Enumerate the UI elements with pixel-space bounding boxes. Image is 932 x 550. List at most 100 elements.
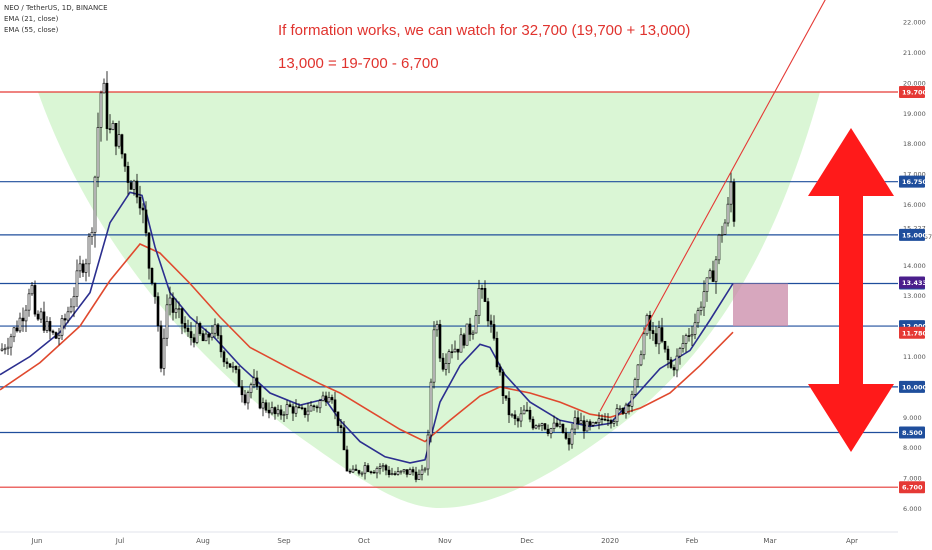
candle-body[interactable] <box>249 384 253 393</box>
candle-body[interactable] <box>246 392 250 404</box>
candle-body[interactable] <box>627 404 631 407</box>
candle-body[interactable] <box>216 324 220 336</box>
candle-body[interactable] <box>228 363 232 368</box>
price-tag[interactable] <box>899 228 925 241</box>
candle-body[interactable] <box>417 474 421 480</box>
candle-body[interactable] <box>183 323 187 329</box>
candle-body[interactable] <box>399 470 403 473</box>
candle-body[interactable] <box>66 311 70 321</box>
candle-body[interactable] <box>108 128 112 130</box>
candle-body[interactable] <box>612 421 616 424</box>
candle-body[interactable] <box>606 419 610 422</box>
candle-body[interactable] <box>78 263 82 272</box>
candle-body[interactable] <box>234 365 238 370</box>
candle-body[interactable] <box>546 428 550 434</box>
candle-body[interactable] <box>333 399 337 413</box>
candle-body[interactable] <box>27 293 31 311</box>
trendline-group[interactable] <box>599 0 828 412</box>
candle-body[interactable] <box>285 404 289 415</box>
candle-body[interactable] <box>381 465 385 468</box>
candle-body[interactable] <box>633 379 637 395</box>
candle-body[interactable] <box>276 409 280 415</box>
candle-body[interactable] <box>159 325 163 369</box>
candle-body[interactable] <box>264 402 268 411</box>
candle-body[interactable] <box>12 327 16 338</box>
candle-body[interactable] <box>255 377 259 387</box>
candle-body[interactable] <box>360 472 364 475</box>
candle-body[interactable] <box>609 420 613 424</box>
candle-body[interactable] <box>615 408 619 423</box>
candlesticks[interactable] <box>0 71 736 483</box>
ema-slow-line[interactable] <box>0 243 734 443</box>
candle-body[interactable] <box>168 297 172 306</box>
target-zone[interactable] <box>733 283 788 327</box>
candle-body[interactable] <box>153 282 157 297</box>
candle-body[interactable] <box>624 404 628 414</box>
price-tag[interactable] <box>899 481 925 494</box>
candle-body[interactable] <box>204 333 208 342</box>
candle-body[interactable] <box>135 180 139 198</box>
candle-body[interactable] <box>282 414 286 416</box>
candle-body[interactable] <box>219 335 223 353</box>
candle-body[interactable] <box>189 331 193 339</box>
candle-body[interactable] <box>540 423 544 426</box>
candle-body[interactable] <box>345 449 349 472</box>
candle-body[interactable] <box>543 423 547 430</box>
candle-body[interactable] <box>390 473 394 475</box>
candle-body[interactable] <box>30 285 34 295</box>
candle-body[interactable] <box>576 417 580 424</box>
candle-body[interactable] <box>243 394 247 404</box>
candle-body[interactable] <box>714 259 718 282</box>
candle-body[interactable] <box>348 470 352 473</box>
candle-body[interactable] <box>516 418 520 422</box>
candle-body[interactable] <box>51 330 55 333</box>
candle-body[interactable] <box>429 381 433 436</box>
candle-body[interactable] <box>117 134 121 147</box>
candle-body[interactable] <box>630 394 634 407</box>
candle-body[interactable] <box>603 418 607 421</box>
candle-body[interactable] <box>126 165 130 183</box>
candle-body[interactable] <box>3 348 7 351</box>
candle-body[interactable] <box>57 334 61 339</box>
candle-body[interactable] <box>639 354 643 366</box>
candle-body[interactable] <box>354 468 358 471</box>
candle-body[interactable] <box>678 347 682 357</box>
candle-body[interactable] <box>207 333 211 338</box>
candle-body[interactable] <box>525 409 529 412</box>
candle-body[interactable] <box>687 335 691 337</box>
candle-body[interactable] <box>717 234 721 261</box>
candle-body[interactable] <box>150 267 154 284</box>
candle-body[interactable] <box>75 270 79 297</box>
candle-body[interactable] <box>240 386 244 396</box>
candle-body[interactable] <box>45 321 49 331</box>
candle-body[interactable] <box>636 364 640 380</box>
candle-body[interactable] <box>372 471 376 474</box>
candle-body[interactable] <box>597 418 601 424</box>
candle-body[interactable] <box>486 301 490 322</box>
candle-body[interactable] <box>192 337 196 343</box>
candle-body[interactable] <box>471 332 475 335</box>
candle-body[interactable] <box>351 468 355 473</box>
candle-body[interactable] <box>177 308 181 310</box>
candle-body[interactable] <box>210 332 214 338</box>
candle-body[interactable] <box>258 386 262 409</box>
candle-body[interactable] <box>663 340 667 350</box>
candle-body[interactable] <box>438 324 442 359</box>
candle-body[interactable] <box>702 291 706 308</box>
candle-body[interactable] <box>657 327 661 345</box>
candle-body[interactable] <box>24 309 28 322</box>
candle-body[interactable] <box>414 471 418 480</box>
candle-body[interactable] <box>456 348 460 353</box>
candle-body[interactable] <box>729 181 733 205</box>
range-arrow-shape[interactable] <box>808 128 894 452</box>
candle-body[interactable] <box>579 420 583 424</box>
candle-body[interactable] <box>141 207 145 211</box>
candle-body[interactable] <box>99 92 103 128</box>
candle-body[interactable] <box>567 438 571 445</box>
candle-body[interactable] <box>312 405 316 408</box>
candle-body[interactable] <box>315 406 319 409</box>
candle-body[interactable] <box>393 473 397 475</box>
candle-body[interactable] <box>642 333 646 356</box>
candle-body[interactable] <box>378 466 382 469</box>
